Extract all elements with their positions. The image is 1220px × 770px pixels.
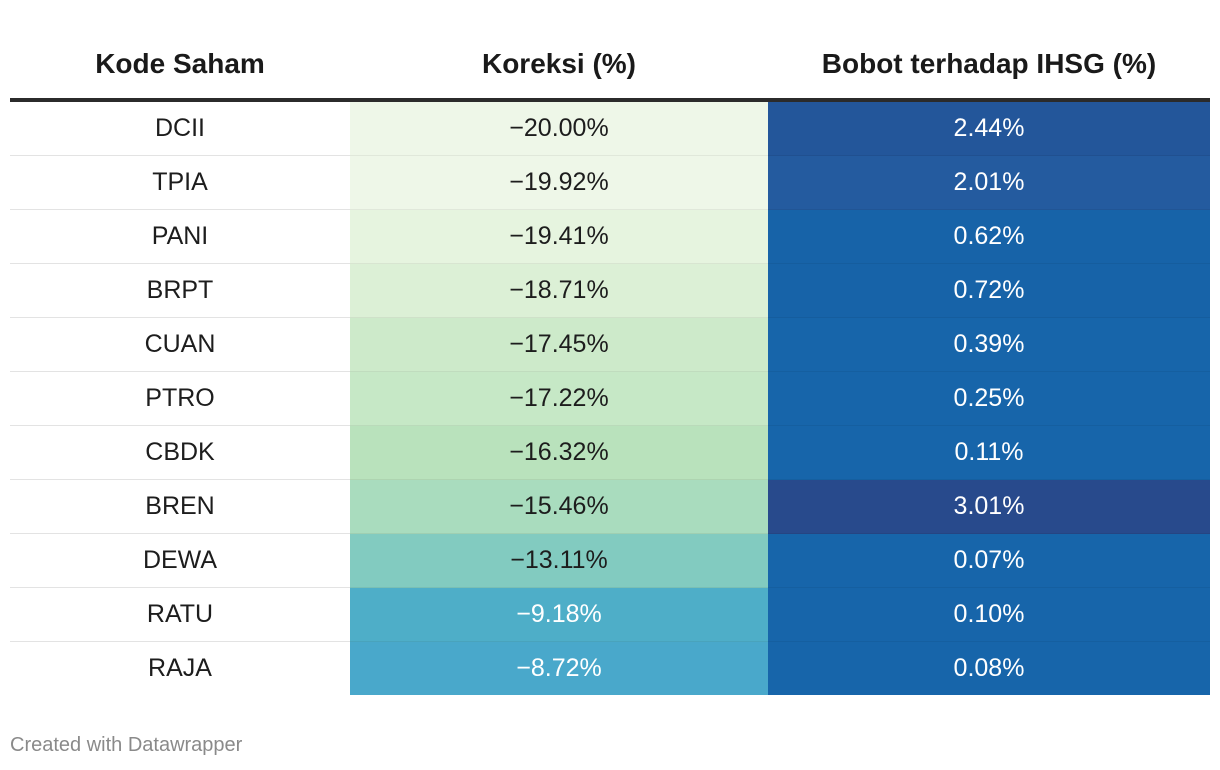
cell-bobot: 2.01%: [768, 155, 1210, 210]
cell-bobot: 0.10%: [768, 587, 1210, 642]
cell-bobot: 0.11%: [768, 425, 1210, 480]
cell-kode-saham: CBDK: [10, 425, 350, 480]
cell-kode-saham: RATU: [10, 587, 350, 642]
cell-bobot: 3.01%: [768, 479, 1210, 534]
cell-kode-saham: PTRO: [10, 371, 350, 426]
table-row: PTRO −17.22% 0.25%: [10, 371, 1210, 426]
table-row: DEWA −13.11% 0.07%: [10, 533, 1210, 588]
table-row: PANI −19.41% 0.62%: [10, 209, 1210, 264]
cell-koreksi: −18.71%: [350, 263, 768, 318]
data-table-container: Kode Saham Koreksi (%) Bobot terhadap IH…: [10, 30, 1210, 695]
table-row: BRPT −18.71% 0.72%: [10, 263, 1210, 318]
cell-kode-saham: DCII: [10, 100, 350, 156]
table-body: DCII −20.00% 2.44% TPIA −19.92% 2.01% PANI −19.…: [10, 100, 1210, 695]
cell-koreksi: −9.18%: [350, 587, 768, 642]
header-row: Kode Saham Koreksi (%) Bobot terhadap IH…: [10, 30, 1210, 102]
cell-bobot: 0.07%: [768, 533, 1210, 588]
cell-koreksi: −8.72%: [350, 641, 768, 695]
cell-koreksi: −16.32%: [350, 425, 768, 480]
table-row: TPIA −19.92% 2.01%: [10, 155, 1210, 210]
cell-bobot: 0.25%: [768, 371, 1210, 426]
cell-kode-saham: TPIA: [10, 155, 350, 210]
table-row: BREN −15.46% 3.01%: [10, 479, 1210, 534]
cell-bobot: 0.39%: [768, 317, 1210, 372]
table-row: DCII −20.00% 2.44%: [10, 100, 1210, 156]
table-row: RAJA −8.72% 0.08%: [10, 641, 1210, 695]
cell-koreksi: −13.11%: [350, 533, 768, 588]
data-table: Kode Saham Koreksi (%) Bobot terhadap IH…: [10, 30, 1210, 695]
cell-kode-saham: PANI: [10, 209, 350, 264]
cell-koreksi: −20.00%: [350, 100, 768, 156]
cell-koreksi: −19.41%: [350, 209, 768, 264]
cell-bobot: 0.62%: [768, 209, 1210, 264]
column-header-koreksi: Koreksi (%): [350, 30, 768, 102]
table-row: RATU −9.18% 0.10%: [10, 587, 1210, 642]
table-row: CUAN −17.45% 0.39%: [10, 317, 1210, 372]
cell-koreksi: −15.46%: [350, 479, 768, 534]
cell-koreksi: −17.45%: [350, 317, 768, 372]
cell-bobot: 2.44%: [768, 100, 1210, 156]
column-header-kode-saham: Kode Saham: [10, 30, 350, 102]
footer-credit: Created with Datawrapper: [10, 734, 243, 756]
cell-kode-saham: RAJA: [10, 641, 350, 695]
table-row: CBDK −16.32% 0.11%: [10, 425, 1210, 480]
cell-koreksi: −19.92%: [350, 155, 768, 210]
cell-kode-saham: DEWA: [10, 533, 350, 588]
cell-bobot: 0.72%: [768, 263, 1210, 318]
cell-bobot: 0.08%: [768, 641, 1210, 695]
cell-kode-saham: BRPT: [10, 263, 350, 318]
cell-koreksi: −17.22%: [350, 371, 768, 426]
cell-kode-saham: CUAN: [10, 317, 350, 372]
column-header-bobot: Bobot terhadap IHSG (%): [768, 30, 1210, 102]
cell-kode-saham: BREN: [10, 479, 350, 534]
